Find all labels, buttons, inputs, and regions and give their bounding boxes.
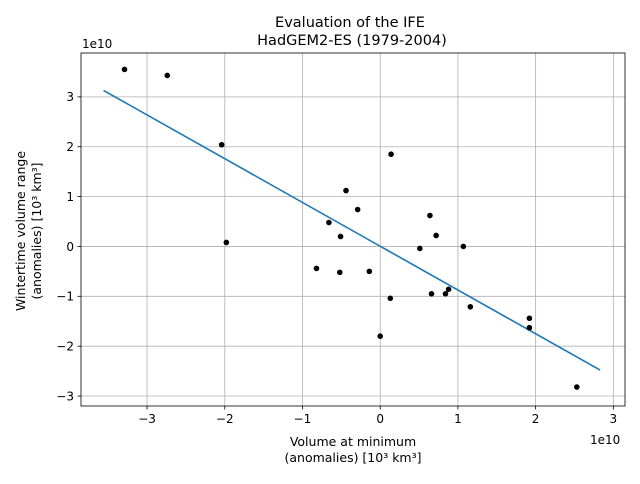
data-point bbox=[417, 245, 423, 252]
y-tick-label: 2 bbox=[66, 140, 74, 154]
y-tick-label: 1 bbox=[66, 190, 74, 204]
x-offset-label: 1e10 bbox=[590, 433, 620, 447]
y-tick: 3 bbox=[66, 90, 81, 104]
y-offset-label: 1e10 bbox=[82, 37, 112, 51]
y-axis-ticks: −3 −2 −1 0 1 2 3 bbox=[56, 90, 81, 403]
data-point bbox=[388, 151, 394, 158]
y-tick-label: 3 bbox=[66, 90, 74, 104]
x-tick: −1 bbox=[294, 406, 312, 426]
data-point bbox=[526, 324, 533, 331]
x-axis-label-line-2: (anomalies) [10³ km³] bbox=[284, 450, 421, 465]
regression-line-layer bbox=[103, 89, 601, 371]
y-tick-label: 0 bbox=[66, 240, 74, 254]
x-tick: −2 bbox=[216, 406, 234, 426]
x-tick-label: 1 bbox=[454, 412, 462, 426]
grid-layer bbox=[81, 53, 625, 406]
data-point bbox=[460, 243, 467, 250]
data-point bbox=[427, 212, 433, 219]
regression-line bbox=[103, 89, 601, 371]
y-tick: −1 bbox=[56, 290, 81, 304]
y-axis-label-line-2: (anomalies) [10³ km³] bbox=[29, 162, 44, 299]
data-point bbox=[164, 72, 171, 79]
y-tick-label: −1 bbox=[56, 290, 74, 304]
y-axis-label: Wintertime volume range (anomalies) [10³… bbox=[13, 151, 44, 311]
x-tick: 3 bbox=[610, 406, 618, 426]
data-point bbox=[387, 295, 394, 302]
y-tick-label: −3 bbox=[56, 389, 74, 403]
data-point bbox=[526, 315, 533, 322]
data-point bbox=[121, 66, 128, 73]
data-point bbox=[467, 303, 474, 310]
data-point bbox=[442, 291, 449, 297]
chart-title-line-1: Evaluation of the IFE bbox=[275, 15, 425, 31]
plot-area-frame bbox=[80, 52, 626, 407]
x-tick-label: −1 bbox=[294, 412, 312, 426]
data-point bbox=[326, 219, 332, 226]
data-point bbox=[445, 286, 452, 293]
y-tick: 2 bbox=[66, 140, 81, 154]
data-point bbox=[313, 265, 320, 272]
data-point bbox=[428, 291, 435, 297]
x-axis-label-line-1: Volume at minimum bbox=[290, 434, 416, 449]
scatter-points-layer bbox=[121, 66, 580, 390]
x-tick-label: 0 bbox=[376, 412, 384, 426]
data-point bbox=[343, 187, 349, 194]
data-point bbox=[337, 233, 344, 240]
x-tick: 1 bbox=[454, 406, 462, 426]
y-tick: 0 bbox=[66, 240, 81, 254]
x-tick-label: −2 bbox=[216, 412, 234, 426]
x-tick: 0 bbox=[376, 406, 384, 426]
x-tick-label: 3 bbox=[610, 412, 618, 426]
data-point bbox=[218, 141, 225, 148]
y-tick: 1 bbox=[66, 190, 81, 204]
y-tick: −2 bbox=[56, 339, 81, 353]
data-point bbox=[354, 206, 361, 213]
data-point bbox=[433, 232, 439, 239]
x-tick: 2 bbox=[532, 406, 540, 426]
x-tick-label: 2 bbox=[532, 412, 540, 426]
data-point bbox=[223, 239, 230, 246]
data-point bbox=[366, 268, 373, 275]
data-point bbox=[377, 333, 384, 339]
y-axis-label-line-1: Wintertime volume range bbox=[13, 151, 28, 311]
y-tick-label: −2 bbox=[56, 339, 74, 353]
data-point bbox=[336, 269, 343, 276]
data-point bbox=[574, 384, 580, 390]
x-tick-label: −3 bbox=[138, 412, 156, 426]
y-tick: −3 bbox=[56, 389, 81, 403]
x-tick: −3 bbox=[138, 406, 156, 426]
chart-title-line-2: HadGEM2-ES (1979-2004) bbox=[257, 33, 447, 49]
x-axis-ticks: −3 −2 −1 0 1 2 3 bbox=[138, 406, 617, 426]
